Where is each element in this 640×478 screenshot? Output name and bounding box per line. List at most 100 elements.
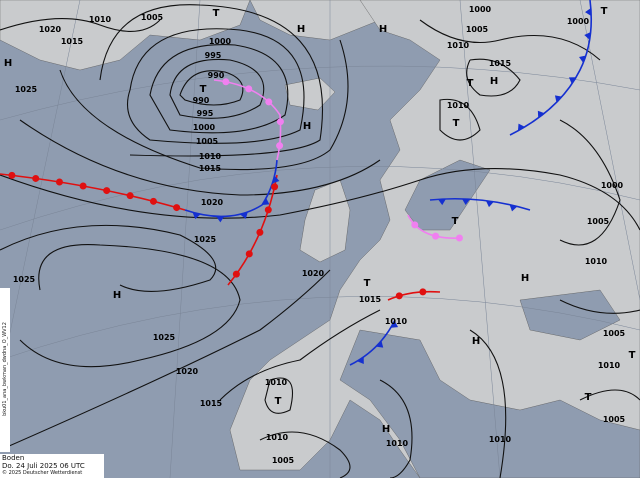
warm-front-symbol — [271, 183, 279, 191]
warm-front-symbol — [55, 178, 63, 186]
isobar-label: 1000 — [601, 181, 624, 190]
warm-front-symbol — [32, 174, 40, 182]
warm-front-symbol — [245, 250, 253, 258]
greenland — [0, 0, 251, 71]
product-id-label: bku01_ana_bwkman_dwdna_O_WV12 — [0, 288, 10, 452]
high-pressure-center: H — [382, 424, 390, 435]
high-pressure-center: H — [472, 336, 480, 347]
isobar-label: 1010 — [265, 378, 288, 387]
isobar-label: 1010 — [385, 317, 408, 326]
warm-front-symbol — [8, 171, 16, 179]
low-pressure-center: T — [453, 118, 460, 129]
cold-front-symbol — [579, 55, 587, 63]
high-pressure-center: H — [379, 24, 387, 35]
isobar-label: 1010 — [598, 361, 621, 370]
british-isles — [299, 179, 351, 263]
cold-front-symbol — [509, 204, 518, 212]
isobar-label: 1020 — [176, 367, 199, 376]
occlusion-symbol — [265, 98, 273, 106]
cold-front-med — [349, 319, 396, 366]
occlusion-symbol — [276, 142, 284, 150]
warm-front-symbol — [173, 204, 181, 212]
front-symbols — [8, 7, 592, 365]
isobar-label: 1015 — [200, 399, 223, 408]
occlusion-baltic — [407, 214, 461, 239]
cold-front-russia — [509, 0, 593, 136]
isobar-label: 1000 — [209, 37, 232, 46]
isobar-label: 1010 — [447, 101, 470, 110]
caption-copyright: © 2025 Deutscher Wetterdienst — [2, 470, 83, 476]
occlusion-symbol — [245, 85, 253, 93]
low-pressure-center: T — [200, 84, 207, 95]
high-pressure-center: H — [521, 273, 529, 284]
isobar-label: 990 — [193, 96, 210, 105]
low-pressure-center: T — [585, 392, 592, 403]
low-pressure-center: T — [452, 216, 459, 227]
isobar-label: 1025 — [15, 85, 38, 94]
isobar-label: 1000 — [567, 17, 590, 26]
isobar-label: 995 — [197, 109, 214, 118]
cold-front-symbol — [554, 95, 563, 103]
weather-fronts — [0, 0, 593, 366]
warm-front-symbol — [264, 206, 272, 214]
map-caption: Boden Do. 24 Juli 2025 06 UTC © 2025 Deu… — [0, 454, 104, 478]
high-pressure-center: H — [490, 76, 498, 87]
isobar-label: 1010 — [489, 435, 512, 444]
isobar-label: 1005 — [141, 13, 164, 22]
isobar-label: 1015 — [489, 59, 512, 68]
cold-front-symbol — [584, 31, 591, 40]
product-id-text: bku01_ana_bwkman_dwdna_O_WV12 — [2, 322, 8, 416]
isobar-label: 1010 — [585, 257, 608, 266]
occlusion-symbol — [432, 232, 440, 240]
isobar-label: 1005 — [603, 329, 626, 338]
occlusion-symbol — [455, 234, 463, 242]
isobar-label: 1020 — [302, 269, 325, 278]
cold-front-symbol — [461, 198, 470, 205]
isobar-label: 1010 — [447, 41, 470, 50]
cold-front-symbol — [240, 211, 248, 219]
pressure-centers: H T T H H H H T T T T H T H T H H T T — [4, 6, 636, 435]
low-pressure-center: T — [467, 78, 474, 89]
low-pressure-center: T — [629, 350, 636, 361]
cold-front-symbol — [216, 216, 225, 223]
low-pressure-center: T — [275, 396, 282, 407]
cold-front-symbol — [390, 320, 399, 328]
warm-front-symbol — [149, 197, 157, 205]
cold-front-symbol — [568, 77, 577, 84]
high-pressure-center: H — [113, 290, 121, 301]
isobar-label: 1010 — [199, 152, 222, 161]
low-pressure-center: T — [601, 6, 608, 17]
high-pressure-center: H — [303, 121, 311, 132]
caption-title: Boden — [2, 454, 25, 462]
warm-front-atlantic — [0, 173, 186, 211]
cold-front-symbol — [262, 197, 270, 205]
warm-front-symbol — [79, 182, 87, 190]
iceland — [284, 77, 336, 111]
cold-front-symbol — [537, 110, 545, 118]
warm-front-symbol — [419, 288, 427, 296]
warm-front-symbol — [126, 192, 134, 200]
warm-front-symbol — [232, 270, 240, 278]
isobar-label: 1000 — [469, 5, 492, 14]
occlusion-symbol — [222, 78, 230, 86]
isobar-label: 1010 — [266, 433, 289, 442]
cold-front-symbol — [437, 198, 446, 206]
isobar-label: 1010 — [89, 15, 112, 24]
warm-front-symbol — [256, 228, 264, 236]
cold-front-symbol — [585, 7, 592, 16]
isobar-labels: 1010 1005 1020 1015 1025 1000 995 990 990 995 1000… — [13, 5, 626, 465]
cold-front-atlantic — [184, 159, 278, 218]
isobar-label: 1005 — [587, 217, 610, 226]
isobar-label: 1005 — [272, 456, 295, 465]
cold-front-symbol — [272, 175, 280, 184]
isobar-label: 1025 — [153, 333, 176, 342]
low-pressure-center: T — [213, 8, 220, 19]
isobar-label: 995 — [205, 51, 222, 60]
isobar-label: 1005 — [196, 137, 219, 146]
occlusion-symbol — [411, 221, 419, 229]
isobar-label: 1005 — [603, 415, 626, 424]
isobar-label: 990 — [208, 71, 225, 80]
warm-front-symbol — [103, 187, 111, 195]
